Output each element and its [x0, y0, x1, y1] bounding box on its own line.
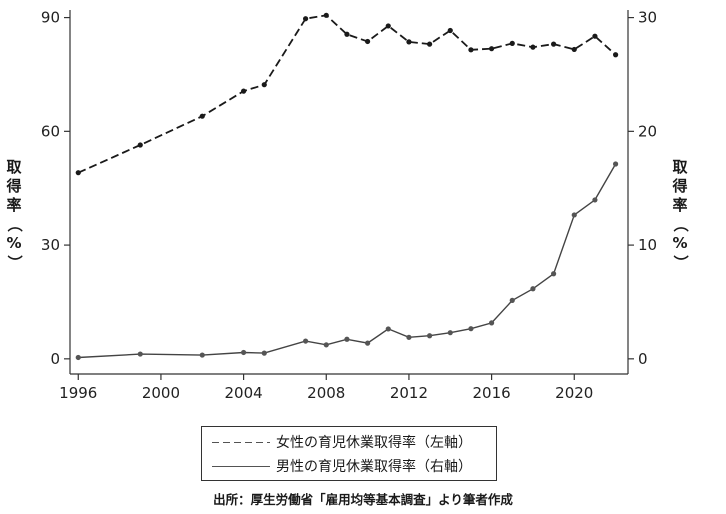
data-point-male: [468, 326, 474, 332]
data-point-male: [406, 334, 412, 340]
data-point-female: [365, 38, 371, 45]
data-point-female: [75, 170, 81, 176]
legend-swatch-dashed: [212, 442, 270, 443]
data-point-male: [365, 340, 371, 346]
x-tick-label: 1996: [59, 384, 97, 402]
legend-label-male: 男性の育児休業取得率（右軸）: [276, 459, 472, 475]
data-point-female: [137, 142, 143, 148]
x-tick-label: 2008: [307, 384, 345, 402]
legend-item-female: 女性の育児休業取得率（左軸）: [212, 432, 472, 452]
data-point-female: [571, 46, 577, 53]
y-right-tick-label: 30: [638, 9, 657, 27]
data-point-male: [199, 352, 205, 358]
data-point-male: [385, 326, 391, 332]
data-point-female: [489, 46, 495, 52]
series-line-female: [77, 14, 617, 174]
data-point-female: [427, 41, 433, 47]
series-line-male: [78, 163, 617, 359]
y-left-tick-label: 60: [41, 122, 60, 140]
data-point-female: [303, 16, 309, 22]
y-left-tick-label: 90: [41, 9, 60, 27]
data-point-male: [323, 342, 329, 348]
data-point-male: [489, 320, 495, 326]
y-right-tick-label: 10: [638, 236, 657, 254]
x-tick-label: 2016: [473, 384, 511, 402]
data-point-female: [509, 40, 515, 46]
y-axis-label-right: 取得率（%）: [671, 158, 690, 272]
legend-item-male: 男性の育児休業取得率（右軸）: [212, 456, 472, 476]
data-point-female: [592, 33, 598, 39]
y-left-tick-label: 0: [50, 350, 60, 368]
data-point-female: [261, 82, 267, 88]
data-point-male: [530, 286, 536, 292]
x-tick-label: 2012: [390, 384, 428, 402]
data-point-female: [199, 113, 205, 119]
x-tick-label: 2004: [225, 384, 263, 402]
y-label-left-text: 取得率（%）: [5, 158, 24, 270]
data-point-male: [427, 333, 433, 339]
y-left-tick-label: 30: [41, 236, 60, 254]
data-point-male: [592, 197, 598, 203]
y-axis-label-left: 取得率（%）: [5, 158, 24, 272]
data-point-male: [137, 351, 143, 357]
data-point-male: [261, 350, 267, 356]
data-point-female: [468, 47, 474, 53]
line-chart: 0 30 60 90 0 10 20 30 1996 2000 2004 2008 2012 2016 20…: [41, 9, 657, 402]
source-note: 出所：厚生労働省「雇用均等基本調査」より筆者作成: [213, 492, 513, 507]
data-point-female: [385, 23, 391, 29]
data-point-male: [344, 336, 350, 342]
data-point-female: [551, 41, 557, 47]
legend-label-female: 女性の育児休業取得率（左軸）: [276, 435, 472, 451]
data-point-male: [241, 349, 247, 356]
x-tick-label: 2020: [555, 384, 593, 402]
data-point-male: [571, 212, 577, 218]
data-point-female: [241, 88, 247, 94]
data-point-female: [613, 52, 619, 58]
x-tick-label: 2000: [142, 384, 180, 402]
data-point-female: [447, 27, 453, 34]
data-point-male: [509, 297, 515, 303]
y-right-tick-label: 0: [638, 350, 648, 368]
data-point-male: [551, 271, 557, 277]
data-point-male: [75, 354, 81, 361]
legend-swatch-solid: [212, 466, 270, 467]
y-label-right-text: 取得率（%）: [671, 158, 690, 270]
legend: 女性の育児休業取得率（左軸） 男性の育児休業取得率（右軸）: [201, 426, 497, 481]
data-point-female: [323, 12, 329, 18]
data-point-male: [303, 338, 309, 344]
data-point-female: [406, 39, 412, 45]
data-point-male: [613, 161, 619, 167]
data-point-female: [344, 31, 350, 37]
data-point-female: [530, 44, 536, 50]
y-right-tick-label: 20: [638, 122, 657, 140]
data-point-male: [447, 330, 453, 336]
